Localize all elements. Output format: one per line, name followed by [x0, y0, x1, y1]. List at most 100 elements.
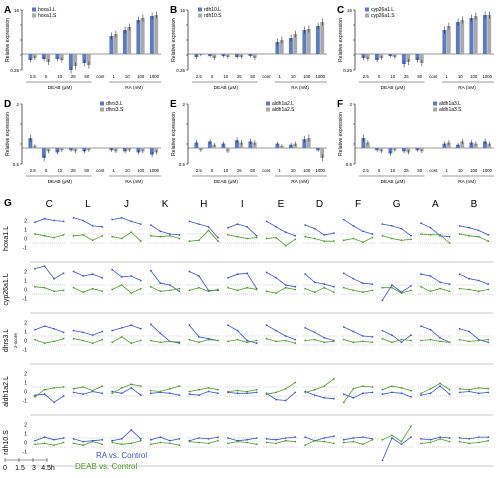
ra-point	[198, 394, 200, 396]
ra-point	[130, 324, 133, 327]
bar	[109, 36, 114, 54]
y-tick-label: 2	[24, 219, 27, 225]
ra-trend-line	[111, 269, 141, 281]
deab-point	[275, 292, 278, 294]
bar	[149, 148, 154, 155]
deab-point	[207, 290, 210, 293]
ra-point	[352, 225, 355, 227]
ra-trend-line	[343, 436, 373, 441]
category-tick-label: 1	[446, 168, 449, 173]
deab-point	[313, 237, 316, 240]
legend-deab: DEAB vs. Control	[75, 462, 137, 471]
y-tick-label: 1	[24, 228, 27, 234]
category-tick-label: 10	[223, 74, 228, 79]
ra-trend-line	[34, 265, 64, 280]
legend-swatch	[365, 13, 369, 18]
deab-trend-line	[266, 237, 296, 247]
ra-point	[458, 273, 461, 276]
deab-point	[391, 237, 393, 240]
ra-point	[188, 270, 191, 273]
bar	[401, 54, 406, 64]
ra-point	[429, 328, 432, 331]
ra-point	[72, 270, 75, 273]
category-tick-label: 10	[390, 168, 395, 173]
ra-point	[361, 436, 364, 438]
ra-point	[400, 443, 403, 446]
deab-point	[352, 341, 355, 344]
deab-point	[207, 229, 210, 232]
ra-point	[371, 283, 374, 285]
ra-point	[91, 273, 94, 276]
deab-point	[120, 237, 123, 240]
deab-point	[198, 286, 200, 289]
deab-trend-line	[305, 236, 334, 242]
deab-point	[159, 235, 162, 238]
deab-trend-line	[420, 382, 450, 394]
ra-point	[236, 329, 239, 332]
ra-point	[458, 225, 461, 227]
ra-point	[352, 396, 355, 399]
ra-point	[294, 436, 297, 438]
deab-trend-line	[73, 441, 103, 446]
y-tick-label: -1	[23, 297, 28, 303]
deab-point	[72, 387, 75, 390]
ra-point	[361, 335, 364, 337]
deab-point	[43, 234, 46, 237]
ra-point	[53, 219, 55, 222]
deab-point	[130, 442, 133, 445]
ra-trend-line	[112, 217, 141, 225]
deab-trend-line	[189, 229, 219, 242]
y-tick-label: -1	[23, 399, 28, 405]
ra-point	[43, 265, 46, 267]
ra-point	[381, 459, 384, 462]
legend-label: rdh10.S	[204, 13, 222, 19]
ra-point	[458, 391, 461, 394]
deab-point	[130, 383, 133, 386]
ra-point	[468, 438, 471, 440]
bar	[207, 141, 212, 148]
deab-trend-line	[150, 385, 180, 392]
bar	[293, 34, 298, 54]
deab-trend-line	[112, 383, 141, 394]
deab-point	[477, 235, 480, 238]
legend-label: rdh10.L	[204, 7, 221, 13]
category-tick-label: cont	[262, 74, 271, 79]
category-tick-label: 2.5	[196, 74, 203, 79]
deab-point	[62, 441, 65, 444]
ra-point	[381, 329, 384, 332]
y-tick-label: 0	[24, 288, 27, 294]
deab-point	[361, 340, 364, 343]
deab-point	[439, 287, 441, 290]
category-tick-label: 5	[45, 168, 48, 173]
ra-point	[217, 436, 219, 438]
y-tick-label: 16	[14, 8, 20, 13]
ra-point	[391, 391, 393, 394]
deab-point	[371, 438, 374, 441]
deab-point	[188, 440, 191, 443]
ra-point	[111, 390, 114, 393]
ra-point	[342, 438, 345, 441]
bar	[473, 143, 478, 148]
deab-point	[168, 387, 171, 390]
deab-point	[420, 392, 422, 395]
ra-point	[381, 393, 384, 396]
ra-trend-line	[382, 436, 412, 461]
ra-point	[43, 217, 46, 220]
ra-trend-line	[112, 324, 141, 331]
ra-point	[120, 327, 123, 329]
ra-point	[361, 392, 364, 395]
deab-group-label: DEAB (μM)	[381, 179, 406, 185]
deab-point	[342, 286, 345, 289]
bar	[306, 138, 311, 148]
deab-point	[120, 336, 123, 338]
deab-point	[487, 387, 490, 390]
deab-point	[101, 385, 104, 387]
deab-point	[198, 441, 200, 444]
ra-point	[101, 392, 104, 395]
ra-point	[43, 325, 46, 327]
y-tick-label: 16	[347, 8, 353, 13]
deab-point	[400, 387, 403, 389]
deab-trend-line	[34, 386, 64, 398]
ra-trend-line	[459, 391, 489, 394]
y-tick-label: 0	[24, 390, 27, 396]
